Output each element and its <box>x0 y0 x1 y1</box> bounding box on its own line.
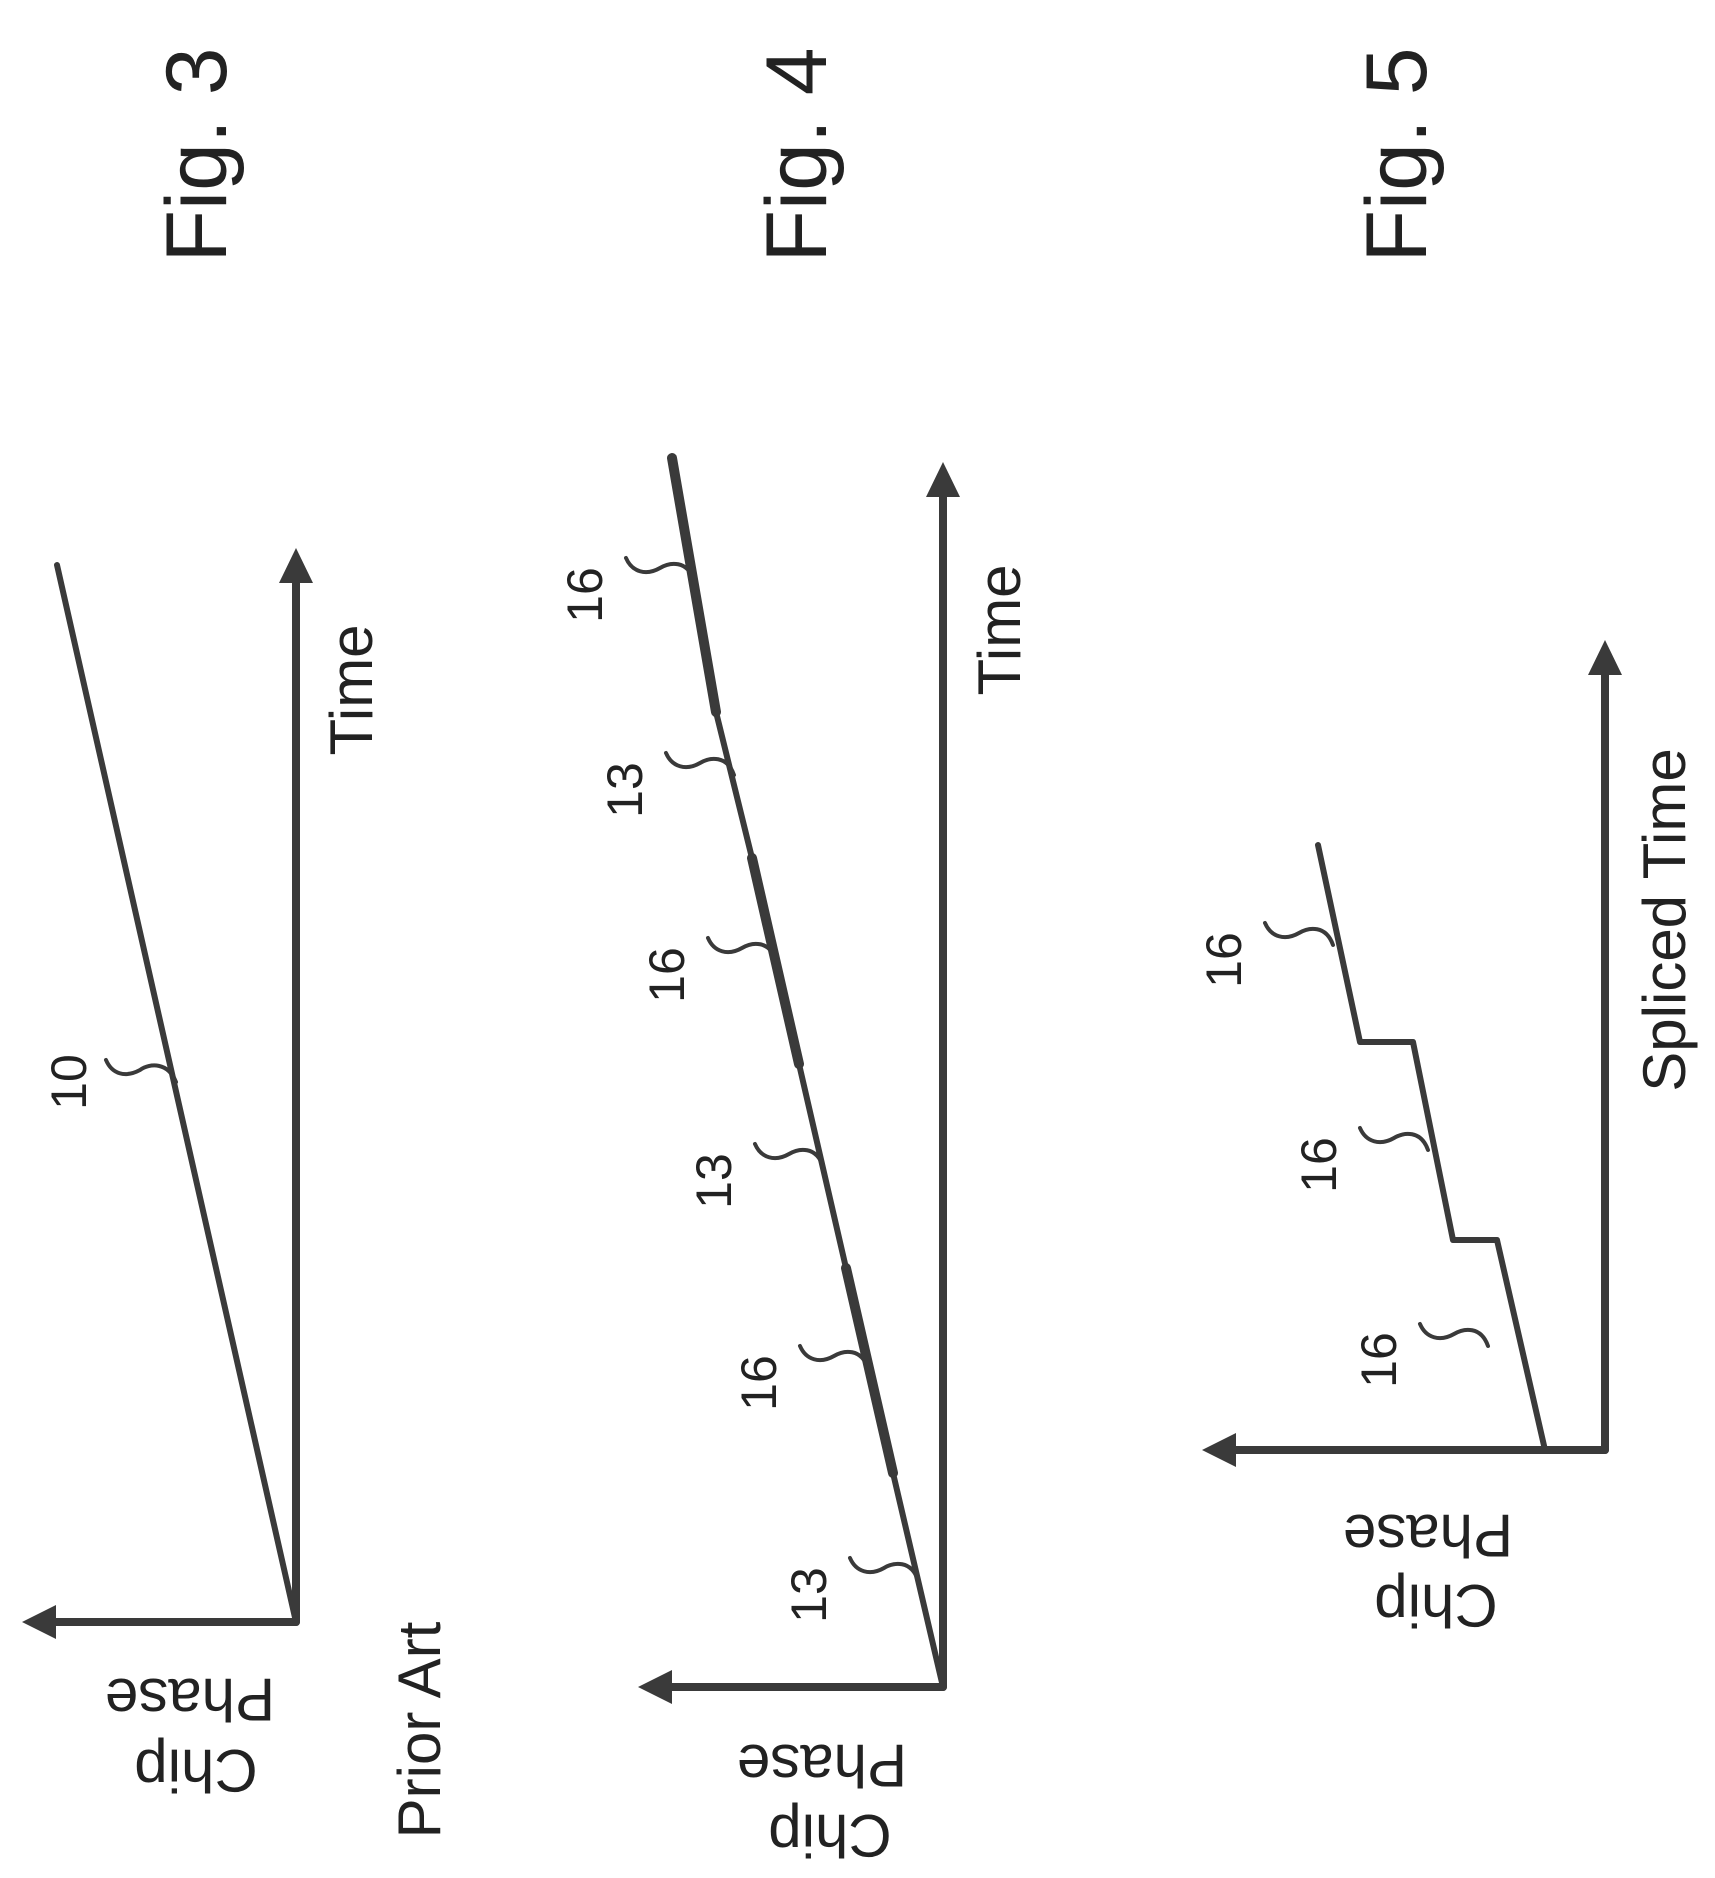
fig3-axis-y-label-line1: Chip <box>134 1737 257 1804</box>
fig4-axis-y-label-line2: Phase <box>737 1732 907 1799</box>
fig3-phase-axis-arrowhead <box>22 1605 56 1639</box>
fig4-leader-13-1 <box>848 1556 920 1582</box>
fig4-segment-13-c <box>713 709 755 861</box>
fig5-axis-y-label-line2: Phase <box>1343 1502 1513 1569</box>
fig5-ref-16-1: 16 <box>1351 1332 1407 1388</box>
fig5-leader-16-1 <box>1418 1322 1490 1348</box>
fig3-axis-y-label-line2: Phase <box>105 1666 275 1733</box>
fig5-time-axis-arrowhead <box>1588 640 1622 675</box>
fig4-ref-13-2: 13 <box>686 1153 742 1209</box>
fig5-ref-16-3: 16 <box>1196 932 1252 988</box>
fig4-segment-16-a <box>841 1263 898 1478</box>
fig3-ref-10: 10 <box>41 1054 97 1110</box>
fig4-phase-axis-arrowhead <box>638 1670 672 1704</box>
fig5-phase-axis-arrowhead <box>1202 1433 1236 1467</box>
fig5-leader-16-3 <box>1263 921 1335 947</box>
figure-3: 10 Time Chip Phase Prior Art Fig. 3 <box>22 47 453 1838</box>
fig3-title: Fig. 3 <box>149 47 245 262</box>
fig4-segment-16-c <box>667 453 721 717</box>
fig4-ref-16-2: 16 <box>639 947 695 1003</box>
fig3-axis-x-label: Time <box>318 624 385 755</box>
fig3-prior-art-note: Prior Art <box>386 1621 453 1838</box>
fig4-ref-13-3: 13 <box>597 762 653 818</box>
fig4-title: Fig. 4 <box>749 47 845 262</box>
fig4-ref-16-3: 16 <box>557 567 613 623</box>
fig4-ref-16-1: 16 <box>731 1355 787 1411</box>
fig5-axis-x-label: Spliced Time <box>1631 748 1698 1091</box>
fig4-leader-16-1 <box>798 1344 870 1370</box>
fig4-leader-13-2 <box>753 1142 825 1168</box>
figure-4: 13 16 13 16 13 16 Time Chip Phase Fig. 4 <box>557 47 1033 1869</box>
fig5-title: Fig. 5 <box>1349 47 1445 262</box>
figure-5: 16 16 16 Spliced Time Chip Phase Fig. 5 <box>1196 47 1698 1639</box>
fig4-leader-13-3 <box>664 751 736 777</box>
fig4-axis-y-label-line1: Chip <box>768 1802 891 1869</box>
fig4-ref-13-1: 13 <box>781 1567 837 1623</box>
fig5-spliced-phase-line <box>1315 842 1548 1453</box>
fig5-axis-y-label-line1: Chip <box>1374 1572 1497 1639</box>
fig3-time-axis-arrowhead <box>279 548 313 583</box>
fig3-chip-phase-line <box>54 562 299 1625</box>
fig4-leader-16-2 <box>706 936 778 962</box>
fig5-ref-16-2: 16 <box>1291 1137 1347 1193</box>
fig5-leader-16-2 <box>1358 1126 1430 1152</box>
fig3-leader-10 <box>104 1058 178 1084</box>
fig4-leader-16-3 <box>624 556 696 582</box>
fig4-time-axis-arrowhead <box>926 462 960 497</box>
fig4-axis-x-label: Time <box>966 564 1033 695</box>
